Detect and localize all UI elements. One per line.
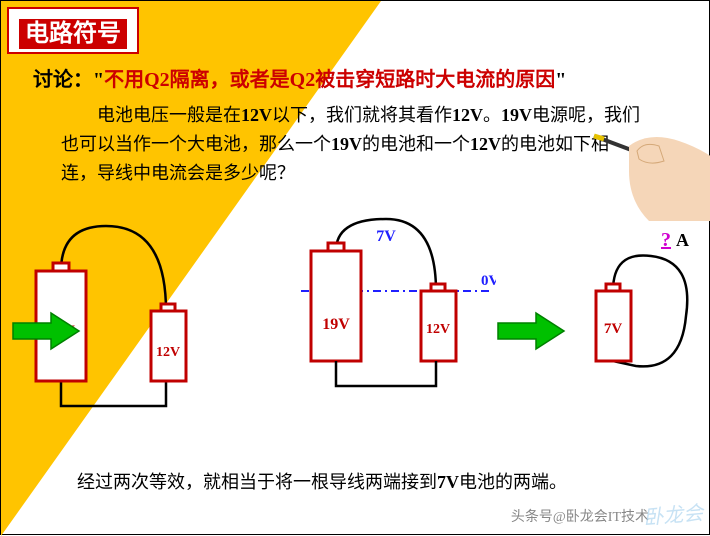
bat-12v-label: 12V [426, 322, 450, 337]
paragraph: 电池电压一般是在12V以下，我们就将其看作12V。19V电源呢，我们也可以当作一… [61, 101, 641, 187]
arrow-2 [496, 311, 566, 351]
watermark-logo: 卧龙会 [642, 496, 704, 530]
footer-seg: 电池的两端。 [459, 472, 567, 492]
bat-7v-label: 7V [604, 321, 623, 337]
value-12v: 12V [452, 105, 483, 125]
value-19v: 19V [331, 134, 362, 154]
slide-container: 电路符号 讨论："不用Q2隔离，或者是Q2被击穿短路时大电流的原因" 电池电压一… [0, 0, 710, 535]
para-seg: 以下，我们就将其看作 [272, 105, 452, 125]
para-seg: 。 [483, 105, 501, 125]
discuss-line: 讨论："不用Q2隔离，或者是Q2被击穿短路时大电流的原因" [33, 63, 566, 92]
amp-label: A [676, 231, 689, 250]
diagram-area: 19V 12V 7V 0V 19V 12V [11, 211, 701, 441]
para-seg: 的电池和一个 [362, 134, 470, 154]
label-7v: 7V [376, 228, 396, 245]
bat-19v-label: 19V [322, 316, 350, 333]
value-19v: 19V [501, 105, 532, 125]
title-tag-text: 电路符号 [19, 19, 127, 49]
footer-seg: 经过两次等效，就相当于将一根导线两端接到 [77, 472, 437, 492]
arrow-1 [11, 311, 81, 351]
title-tag-box: 电路符号 [7, 7, 139, 54]
circuit-3: 7V ? A [566, 231, 701, 411]
watermark-text: 头条号@卧龙会IT技术 [511, 506, 649, 526]
circuit-2: 7V 0V 19V 12V [286, 211, 496, 421]
bat-12v-label: 12V [156, 345, 180, 360]
footer-text: 经过两次等效，就相当于将一根导线两端接到7V电池的两端。 [41, 468, 661, 494]
discuss-label: 讨论： [33, 69, 93, 91]
para-seg: 电池电压一般是在 [97, 105, 241, 125]
value-12v: 12V [470, 134, 501, 154]
quote-close: " [555, 69, 566, 91]
quote-open: " [93, 69, 104, 91]
question-mark: ? [661, 231, 671, 251]
label-0v: 0V [481, 273, 496, 289]
hand-pen-illustration [589, 101, 710, 221]
footer-7v: 7V [437, 472, 459, 492]
value-12v: 12V [241, 105, 272, 125]
discuss-text: 不用Q2隔离，或者是Q2被击穿短路时大电流的原因 [104, 69, 555, 91]
